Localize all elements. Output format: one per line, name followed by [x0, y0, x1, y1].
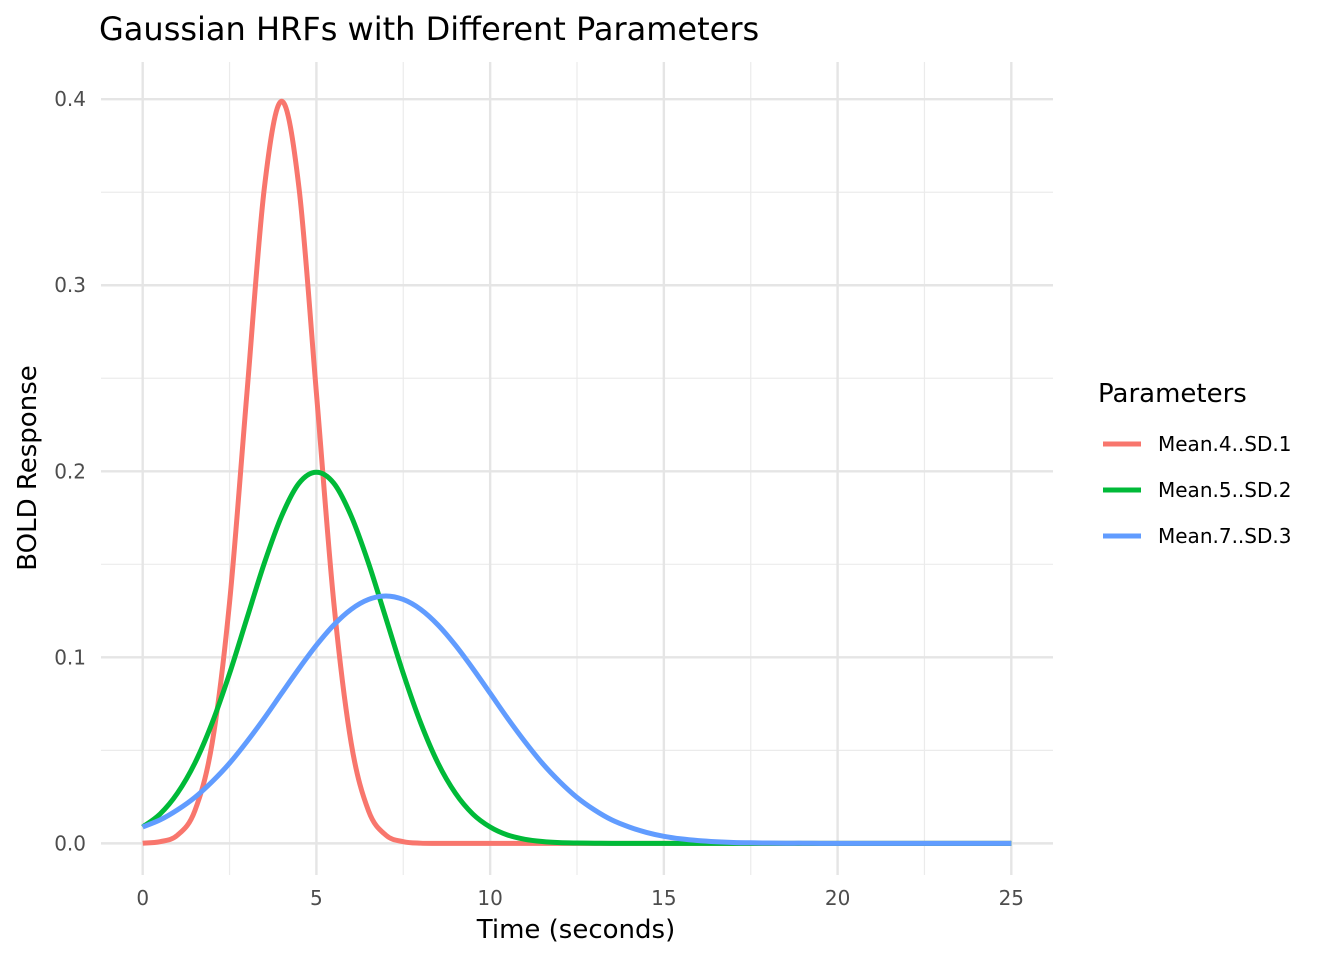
y-tick-label: 0.4: [54, 87, 86, 111]
x-tick-label: 0: [136, 886, 149, 910]
x-tick-label: 15: [651, 886, 676, 910]
x-tick-label: 10: [477, 886, 502, 910]
x-axis-title: Time (seconds): [476, 915, 675, 945]
series-line: [141, 593, 1012, 846]
legend-items: Mean.4..SD.1 Mean.5..SD.2 Mean.7..SD.3: [1103, 432, 1291, 548]
y-tick-label: 0.1: [54, 645, 86, 669]
series-lines: [141, 98, 1012, 846]
y-tick-label: 0.2: [54, 459, 86, 483]
legend-label: Mean.4..SD.1: [1158, 432, 1291, 456]
y-tick-label: 0.3: [54, 273, 86, 297]
legend-label: Mean.7..SD.3: [1158, 524, 1291, 548]
y-axis-ticks: 0.0 0.1 0.2 0.3 0.4: [54, 87, 86, 855]
x-axis-ticks: 0 5 10 15 20 25: [136, 886, 1024, 910]
legend-label: Mean.5..SD.2: [1158, 478, 1291, 502]
y-axis-title: BOLD Response: [13, 365, 43, 571]
y-tick-label: 0.0: [54, 831, 86, 855]
legend: Parameters Mean.4..SD.1Mean.5..SD.2Mean.…: [1098, 379, 1291, 548]
x-tick-label: 25: [999, 886, 1024, 910]
grid-layer: [101, 62, 1053, 875]
legend-title: Parameters: [1098, 379, 1247, 409]
x-tick-label: 20: [825, 886, 850, 910]
x-tick-label: 5: [310, 886, 323, 910]
chart-title: Gaussian HRFs with Different Parameters: [99, 10, 759, 48]
